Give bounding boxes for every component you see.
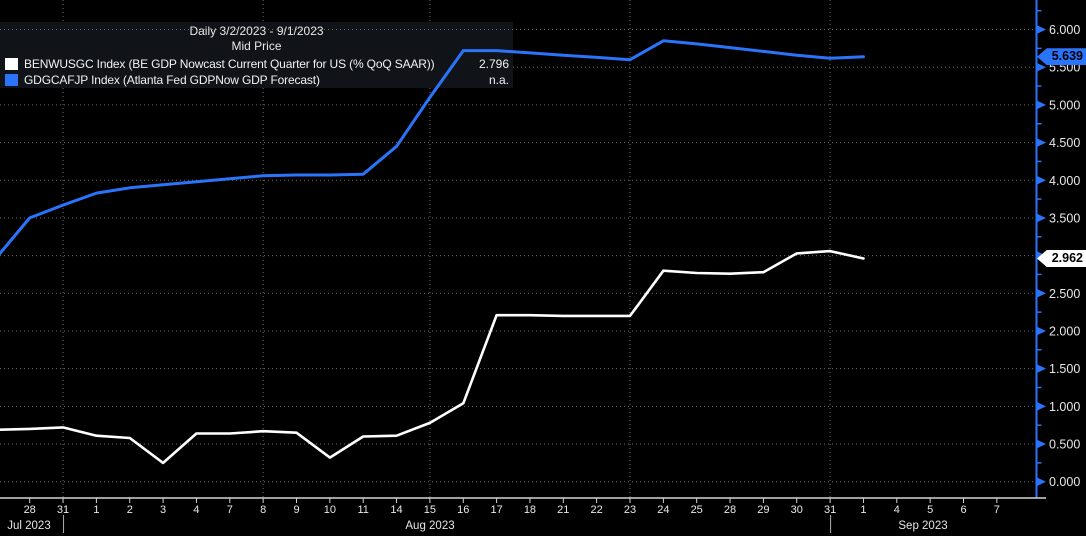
x-axis-day-label: 4 [193, 504, 199, 516]
x-axis-day-label: 21 [557, 504, 569, 516]
legend-row-gdgcafjp[interactable]: GDGCAFJP Index (Atlanta Fed GDPNow GDP F… [0, 72, 513, 87]
x-axis-day-label: 28 [724, 504, 736, 516]
legend-value-gdgcafjp: n.a. [488, 72, 509, 87]
y-axis-label: 3.500 [1049, 211, 1080, 225]
x-axis-day-label: 14 [390, 504, 402, 516]
x-axis-day-label: 4 [894, 504, 900, 516]
series-swatch-blue [5, 73, 18, 86]
y-axis-label: 4.500 [1049, 136, 1080, 150]
y-axis-label: 0.000 [1049, 475, 1080, 489]
x-axis-day-label: 31 [57, 504, 69, 516]
x-axis-day-label: 15 [424, 504, 436, 516]
x-axis-day-label: 3 [160, 504, 166, 516]
y-major-tick-arrow [1036, 213, 1046, 223]
legend-label-gdgcafjp: GDGCAFJP Index (Atlanta Fed GDPNow GDP F… [24, 72, 320, 87]
x-axis-day-label: 22 [591, 504, 603, 516]
y-major-tick-arrow [1036, 175, 1046, 185]
x-axis-day-label: 7 [994, 504, 1000, 516]
x-axis-day-label: 29 [757, 504, 769, 516]
y-major-tick-arrow [1036, 62, 1046, 72]
series-line-benwusgc[interactable] [0, 249, 865, 465]
y-major-tick-arrow [1036, 138, 1046, 148]
x-axis-month-label: Sep 2023 [898, 520, 947, 532]
series-swatch-white [5, 57, 18, 70]
y-major-tick-arrow [1036, 364, 1046, 374]
y-major-tick-arrow [1036, 401, 1046, 411]
legend-panel-bg [0, 22, 513, 88]
x-axis-day-label: 24 [657, 504, 669, 516]
x-axis-day-label: 16 [457, 504, 469, 516]
x-axis-day-label: 1 [93, 504, 99, 516]
x-axis-day-label: 2 [127, 504, 133, 516]
x-axis-day-label: 28 [24, 504, 36, 516]
y-major-tick-arrow [1036, 439, 1046, 449]
y-axis-label: 1.500 [1049, 362, 1080, 376]
x-axis-month-label: Jul 2023 [7, 520, 50, 532]
x-axis-day-label: 8 [260, 504, 266, 516]
chart-subtitle: Mid Price [231, 39, 282, 53]
last-price-chip-gdgcafjp: 5.639 [1037, 48, 1086, 66]
legend-label-benwusgc: BENWUSGC Index (BE GDP Nowcast Current Q… [24, 56, 435, 71]
chart-title: Daily 3/2/2023 - 9/1/2023 [189, 24, 324, 38]
x-axis-day-label: 11 [357, 504, 368, 516]
y-major-tick-arrow [1036, 477, 1046, 487]
x-axis-day-label: 7 [227, 504, 233, 516]
y-major-tick-arrow [1036, 100, 1046, 110]
x-axis-day-label: 1 [860, 504, 866, 516]
x-axis-day-label: 31 [824, 504, 836, 516]
legend-value-benwusgc: 2.796 [478, 56, 509, 71]
series-line-gdgcafjp[interactable] [0, 39, 865, 255]
y-axis-label: 6.000 [1049, 23, 1080, 37]
y-axis-label: 2.500 [1049, 287, 1080, 301]
x-axis-day-label: 17 [490, 504, 502, 516]
y-major-tick-arrow [1036, 288, 1046, 298]
x-axis-day-label: 9 [293, 504, 299, 516]
y-axis-label: 5.000 [1049, 98, 1080, 112]
y-axis-label: 0.500 [1049, 438, 1080, 452]
x-axis-day-label: 5 [927, 504, 933, 516]
x-axis-day-label: 6 [960, 504, 966, 516]
y-axis-label: 1.000 [1049, 400, 1080, 414]
y-axis-label: 4.000 [1049, 174, 1080, 188]
legend-row-benwusgc[interactable]: BENWUSGC Index (BE GDP Nowcast Current Q… [0, 56, 513, 71]
x-axis-day-label: 30 [791, 504, 803, 516]
legend-panel: Daily 3/2/2023 - 9/1/2023 Mid Price BENW… [0, 22, 513, 88]
x-axis-day-label: 18 [524, 504, 536, 516]
x-axis-day-label: 25 [691, 504, 703, 516]
x-axis-day-label: 23 [624, 504, 636, 516]
y-major-tick-arrow [1036, 25, 1046, 35]
x-axis-day-label: 10 [324, 504, 336, 516]
last-price-chip-benwusgc: 2.962 [1037, 249, 1086, 267]
y-major-tick-arrow [1036, 326, 1046, 336]
x-axis-month-label: Aug 2023 [405, 520, 454, 532]
y-axis-label: 2.000 [1049, 324, 1080, 338]
